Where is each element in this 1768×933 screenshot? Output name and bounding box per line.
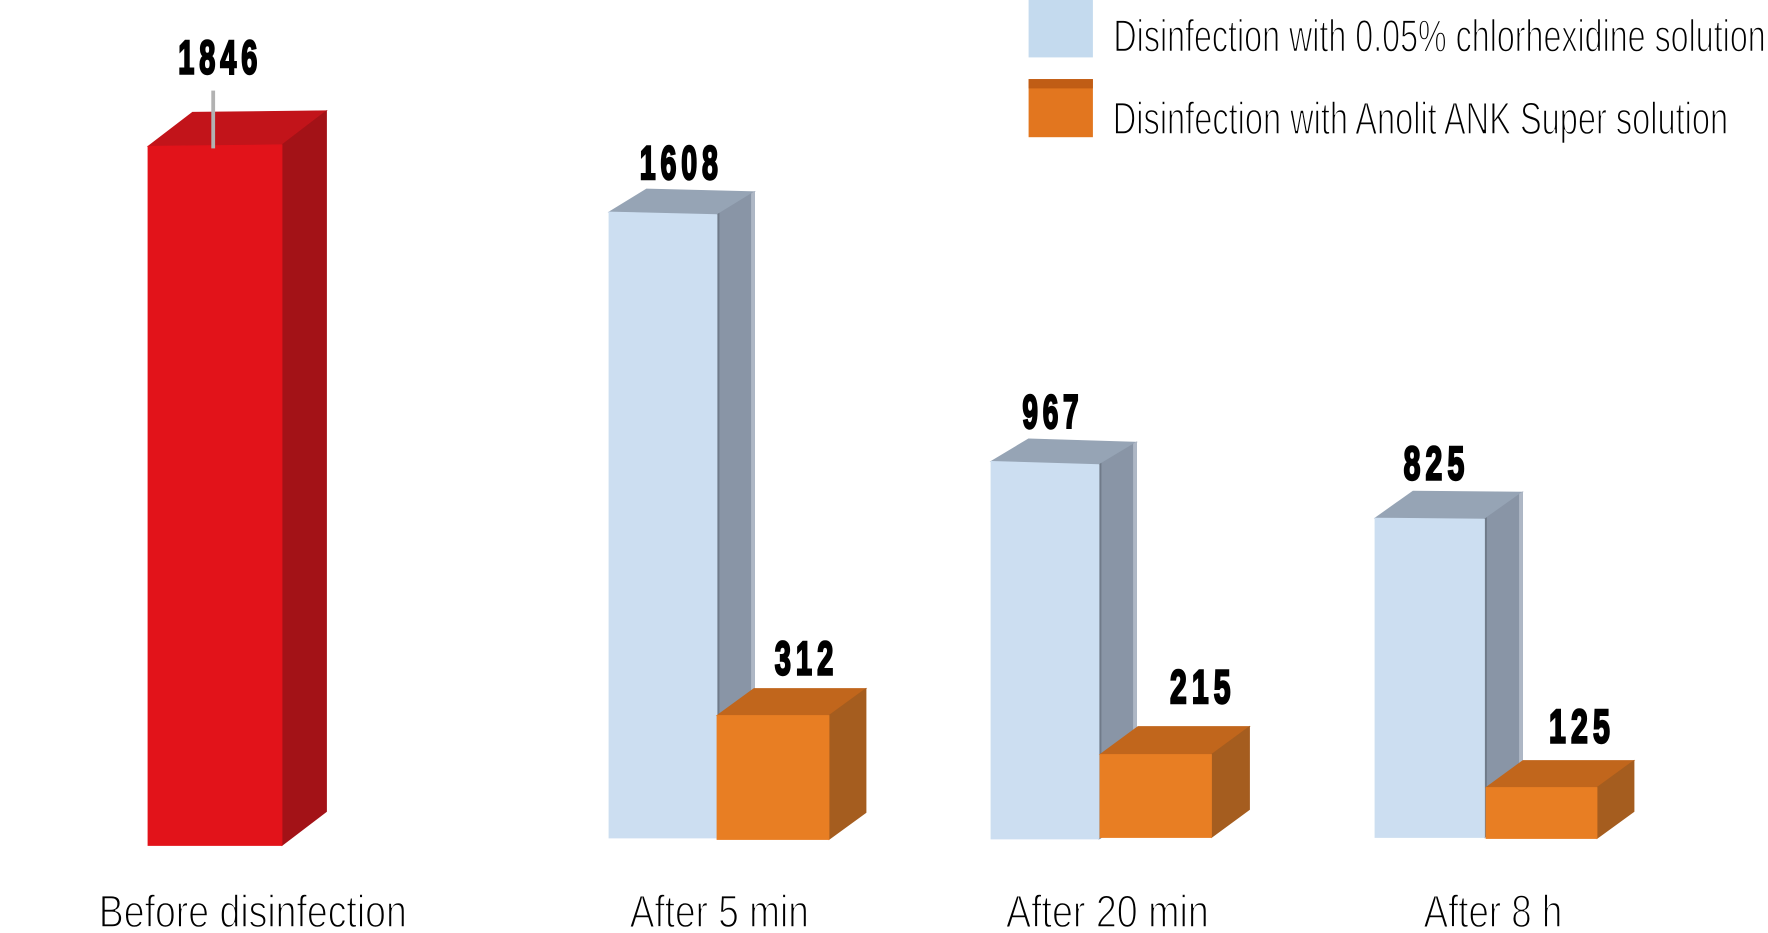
svg-text:After 20 min: After 20 min bbox=[1006, 886, 1209, 933]
svg-text:After 8 h: After 8 h bbox=[1424, 886, 1563, 933]
svg-text:1608: 1608 bbox=[640, 136, 723, 189]
svg-text:Before disinfection: Before disinfection bbox=[99, 886, 407, 933]
svg-text:215: 215 bbox=[1170, 660, 1236, 713]
svg-text:1846: 1846 bbox=[178, 31, 262, 84]
svg-text:After 5 min: After 5 min bbox=[630, 886, 809, 933]
svg-text:Disinfection with 0.05% chlorh: Disinfection with 0.05% chlorhexidine so… bbox=[1113, 11, 1765, 62]
svg-text:312: 312 bbox=[775, 632, 838, 685]
svg-text:825: 825 bbox=[1404, 437, 1470, 490]
svg-text:Disinfection with Anolit ANK S: Disinfection with Anolit ANK Super solut… bbox=[1113, 93, 1728, 144]
svg-text:125: 125 bbox=[1549, 700, 1615, 753]
svg-text:967: 967 bbox=[1022, 385, 1083, 438]
